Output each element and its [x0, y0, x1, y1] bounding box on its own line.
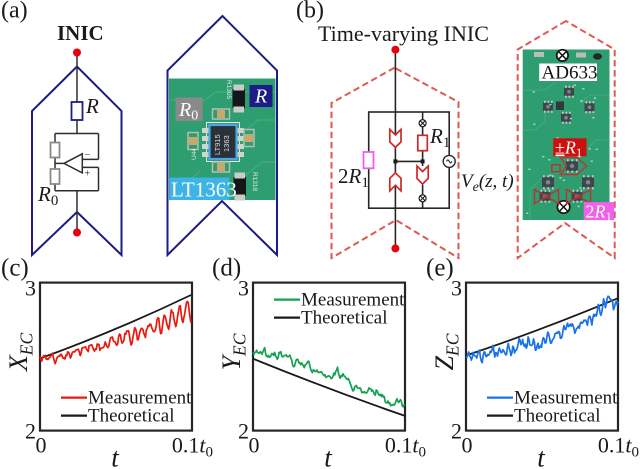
svg-text:0.1t0: 0.1t0	[172, 433, 213, 461]
svg-text:Time-varying INIC: Time-varying INIC	[318, 21, 489, 46]
svg-text:Measurement: Measurement	[301, 290, 405, 311]
svg-text:3: 3	[451, 276, 462, 301]
svg-text:0: 0	[249, 433, 260, 458]
svg-text:R1318: R1318	[251, 172, 258, 192]
svg-text:3: 3	[238, 276, 249, 301]
svg-text:2: 2	[25, 419, 36, 444]
svg-text:LT1363: LT1363	[171, 178, 237, 202]
svg-text:t: t	[537, 443, 546, 469]
svg-text:(b): (b)	[296, 0, 324, 24]
svg-text:t: t	[324, 443, 333, 469]
svg-text:Ve(z, t): Ve(z, t)	[461, 171, 514, 195]
svg-text:Theoretical: Theoretical	[514, 406, 601, 427]
svg-text:2R1: 2R1	[338, 164, 369, 191]
svg-text:Theoretical: Theoretical	[88, 406, 175, 427]
svg-text:Theoretical: Theoretical	[301, 308, 388, 329]
svg-text:U44: U44	[191, 148, 198, 160]
svg-text:(c): (c)	[1, 255, 29, 282]
svg-text:R: R	[254, 86, 267, 108]
svg-text:2: 2	[238, 419, 249, 444]
svg-text:±R1: ±R1	[555, 138, 582, 161]
svg-text:R1305: R1305	[225, 80, 232, 100]
svg-text:t: t	[111, 443, 120, 469]
svg-text:2R1: 2R1	[586, 202, 613, 225]
svg-text:0: 0	[36, 433, 47, 458]
svg-text:LT915: LT915	[213, 134, 222, 155]
svg-text:1363: 1363	[222, 135, 231, 152]
svg-text:Measurement: Measurement	[88, 388, 192, 409]
svg-text:3: 3	[25, 276, 36, 301]
svg-text:R: R	[85, 94, 99, 118]
svg-text:(d): (d)	[212, 255, 241, 282]
svg-text:(e): (e)	[426, 255, 454, 282]
svg-text:INIC: INIC	[57, 21, 104, 45]
svg-text:2: 2	[451, 419, 462, 444]
svg-text:0: 0	[462, 433, 473, 458]
svg-text:(a): (a)	[1, 0, 28, 24]
svg-text:+: +	[85, 169, 91, 180]
svg-text:Measurement: Measurement	[514, 388, 618, 409]
svg-text:−: −	[85, 150, 91, 161]
svg-text:AD633: AD633	[542, 63, 598, 84]
